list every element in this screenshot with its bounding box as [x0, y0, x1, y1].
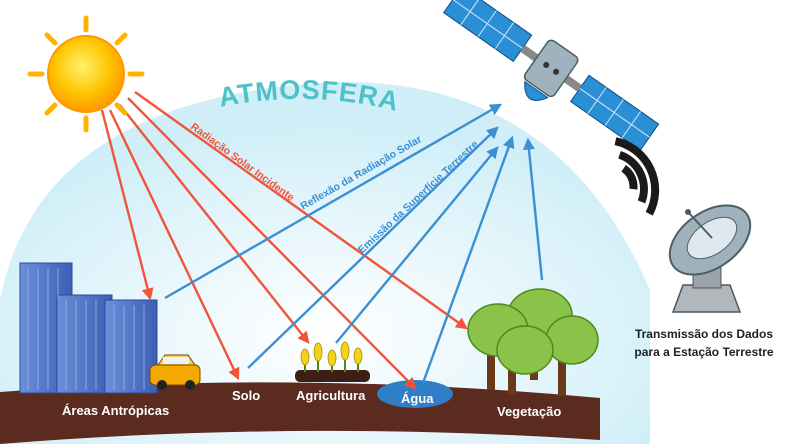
- emission-arrow-vegetation: [522, 137, 544, 281]
- incident-arrow-water: [127, 97, 417, 390]
- ground-station-icon: [668, 204, 752, 313]
- incident-arrow-agriculture: [119, 104, 310, 344]
- emission-arrow-agriculture: [335, 146, 499, 344]
- label-vegetation: Vegetação: [497, 404, 561, 419]
- reflection-arrow-urban: [164, 103, 503, 300]
- crops-icon: [295, 341, 370, 382]
- reflected-radiation-arrows: [164, 103, 544, 384]
- emission-arrow-soil: [247, 126, 499, 369]
- incident-arrow-soil: [108, 109, 240, 381]
- incident-arrow-urban: [100, 109, 154, 301]
- incident-arrow-vegetation: [134, 91, 468, 330]
- water-icon: [377, 380, 453, 408]
- label-urban: Áreas Antrópicas: [62, 403, 169, 418]
- trees-icon: [467, 288, 599, 396]
- car-icon: [149, 354, 201, 390]
- label-water: Água: [401, 391, 434, 406]
- label-agriculture: Agricultura: [296, 388, 366, 403]
- incident-radiation-arrows: [100, 91, 468, 390]
- station-caption-line2: para a Estação Terrestre: [634, 345, 774, 359]
- label-soil: Solo: [232, 388, 260, 403]
- emission-arrow-water: [421, 135, 515, 384]
- buildings-icon: [19, 262, 158, 394]
- satellite-icon: [442, 0, 660, 151]
- sun-icon: [27, 15, 145, 133]
- station-caption-line1: Transmissão dos Dados: [635, 327, 773, 341]
- signal-waves-icon: [614, 137, 660, 216]
